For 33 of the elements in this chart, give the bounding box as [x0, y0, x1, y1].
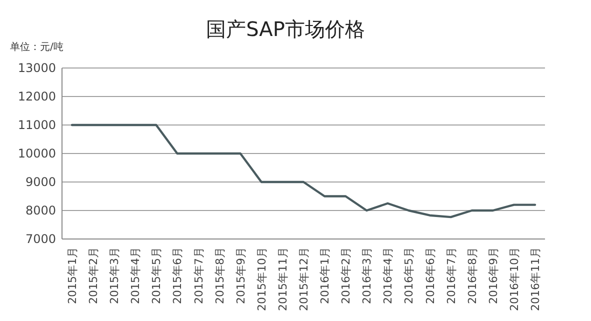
x-tick-label: 2015年12月	[298, 247, 310, 311]
y-tick-label: 7000	[25, 232, 56, 246]
y-tick-label: 10000	[18, 146, 56, 161]
x-tick-label: 2016年10月	[508, 247, 521, 311]
chart-title: 国产SAP市场价格	[206, 17, 365, 41]
x-tick-label: 2015年11月	[276, 247, 290, 311]
x-tick-label: 2015年9月	[234, 247, 248, 304]
line-series	[70, 124, 536, 218]
y-tick-label: 8000	[25, 204, 56, 218]
y-tick-label: 9000	[25, 175, 56, 190]
x-tick-label: 2016年1月	[318, 247, 332, 304]
x-tick-label: 2016年11月	[529, 247, 542, 311]
x-tick-label: 2015年2月	[87, 247, 100, 304]
x-tick-label: 2016年5月	[402, 247, 416, 304]
x-tick-label: 2015年4月	[129, 247, 142, 304]
y-axis-title: 单位：元/吨	[10, 41, 64, 53]
x-tick-label: 2016年4月	[382, 247, 395, 304]
y-tick-label: 12000	[18, 90, 56, 104]
x-tick-label: 2015年6月	[171, 247, 184, 304]
y-tick-label: 13000	[18, 61, 56, 76]
x-tick-label: 2015年5月	[150, 247, 164, 304]
x-tick-label: 2015年1月	[66, 247, 79, 304]
x-tick-label: 2016年9月	[486, 247, 500, 304]
y-tick-label: 11000	[18, 118, 56, 132]
x-tick-label: 2015年7月	[192, 247, 206, 304]
x-tick-label: 2015年10月	[255, 247, 268, 311]
x-tick-label: 2016年3月	[360, 247, 374, 304]
x-tick-label: 2016年7月	[444, 247, 458, 304]
x-tick-label: 2016年8月	[466, 247, 479, 304]
x-tick-label: 2016年6月	[424, 247, 437, 304]
x-tick-label: 2015年3月	[108, 247, 122, 304]
x-tick-label: 2016年2月	[340, 247, 353, 304]
x-tick-label: 2015年8月	[213, 247, 226, 304]
